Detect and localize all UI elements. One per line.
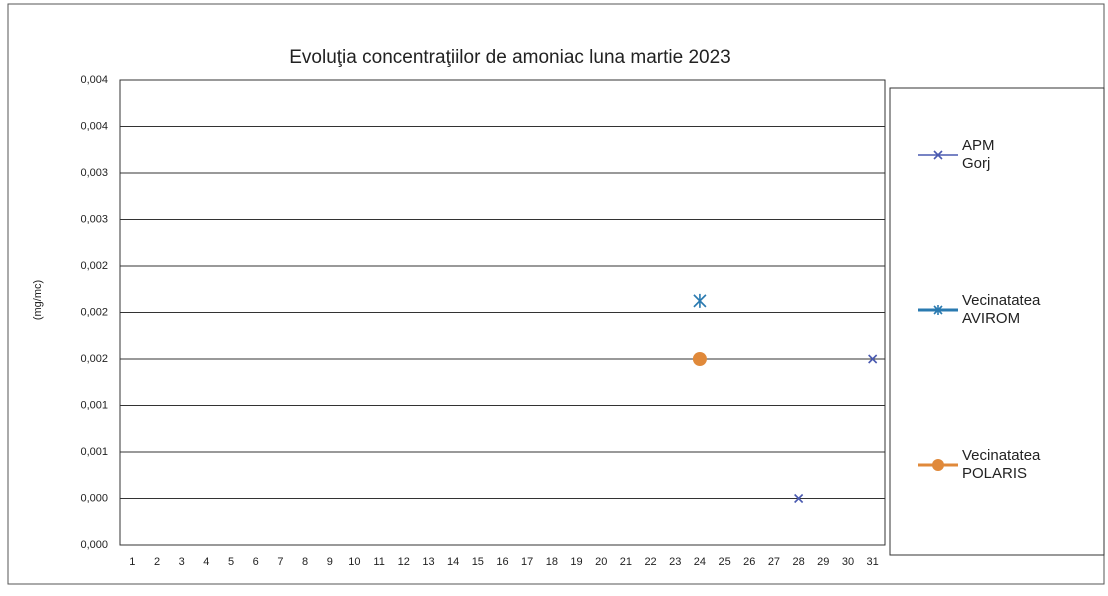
- x-tick-label: 17: [521, 556, 533, 568]
- x-tick-label: 25: [718, 556, 730, 568]
- legend-label: Vecinatatea AVIROM: [962, 292, 1041, 327]
- data-point: [794, 493, 804, 504]
- x-tick-label: 8: [302, 556, 308, 568]
- x-tick-label: 5: [228, 556, 234, 568]
- x-tick-label: 10: [348, 556, 360, 568]
- x-tick-label: 21: [620, 556, 632, 568]
- x-tick-label: 6: [253, 556, 259, 568]
- x-tick-label: 9: [327, 556, 333, 568]
- y-tick-label: 0,002: [80, 306, 108, 318]
- legend-marker-part: [933, 150, 943, 160]
- data-point: [868, 354, 878, 364]
- x-tick-label: 3: [179, 556, 185, 568]
- x-tick-label: 1: [129, 556, 135, 568]
- y-tick-label: 0,001: [80, 399, 108, 411]
- x-tick-label: 7: [277, 556, 283, 568]
- x-tick-label: 29: [817, 556, 829, 568]
- data-point: [693, 293, 707, 308]
- x-tick-label: 20: [595, 556, 607, 568]
- legend-label: APM Gorj: [962, 137, 995, 172]
- legend-marker: [932, 459, 944, 471]
- legend-marker: [933, 150, 943, 160]
- legend-marker: [933, 305, 943, 315]
- x-tick-label: 11: [373, 556, 384, 568]
- y-tick-label: 0,002: [80, 260, 108, 272]
- x-tick-label: 15: [472, 556, 484, 568]
- data-point: [692, 352, 707, 366]
- x-tick-label: 18: [546, 556, 558, 568]
- y-tick-label: 0,000: [80, 539, 108, 551]
- legend-marker-part: [932, 459, 944, 471]
- data-point-part: [868, 354, 878, 364]
- y-tick-label: 0,003: [80, 213, 108, 225]
- data-point-part: [794, 493, 804, 504]
- y-axis-label: (mg/mc): [32, 280, 44, 320]
- chart-title: Evoluţia concentraţiilor de amoniac luna…: [289, 47, 730, 68]
- y-tick-label: 0,000: [80, 492, 108, 504]
- x-tick-label: 28: [793, 556, 805, 568]
- x-tick-label: 24: [694, 556, 706, 568]
- x-tick-label: 27: [768, 556, 780, 568]
- x-tick-label: 2: [154, 556, 160, 568]
- x-tick-label: 30: [842, 556, 854, 568]
- x-tick-label: 19: [570, 556, 582, 568]
- y-tick-label: 0,001: [80, 446, 108, 458]
- x-tick-label: 26: [743, 556, 755, 568]
- legend-label: Vecinatatea POLARIS: [962, 447, 1041, 482]
- x-tick-label: 23: [669, 556, 681, 568]
- legend-box: [889, 87, 1105, 556]
- y-tick-label: 0,004: [80, 120, 108, 132]
- y-tick-label: 0,004: [80, 74, 108, 86]
- y-tick-label: 0,002: [80, 353, 108, 365]
- x-tick-label: 4: [203, 556, 209, 568]
- x-tick-label: 12: [398, 556, 410, 568]
- x-tick-label: 14: [447, 556, 459, 568]
- x-tick-label: 16: [496, 556, 508, 568]
- x-tick-label: 13: [422, 556, 434, 568]
- y-tick-label: 0,003: [80, 167, 108, 179]
- x-tick-label: 22: [644, 556, 656, 568]
- x-tick-label: 31: [867, 556, 879, 568]
- data-point-part: [692, 352, 707, 366]
